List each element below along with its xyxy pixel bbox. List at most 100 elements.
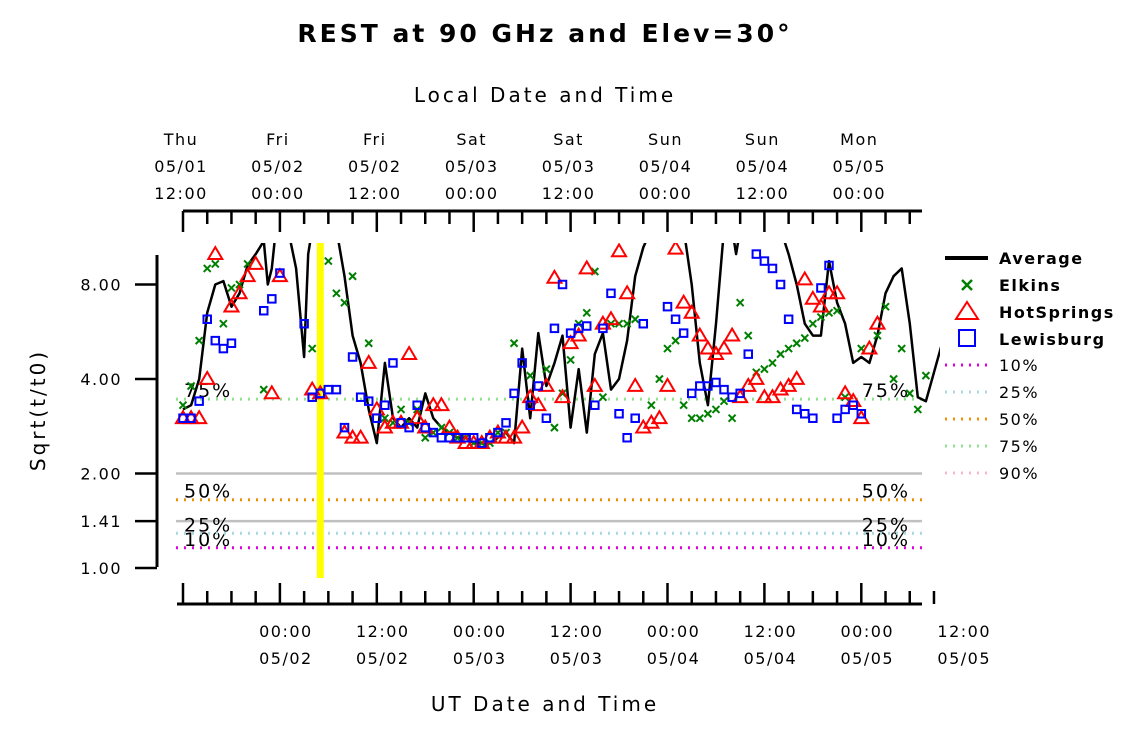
hotsprings-point [691,326,709,342]
lewisburg-point [670,314,681,325]
lewisburg-point [372,413,382,423]
legend-lewisburg-swatch [958,329,976,347]
hotsprings-point [699,339,717,355]
lewisburg-point [743,349,753,359]
hotsprings-point [715,339,733,355]
elkins-point [396,405,406,414]
hotsprings-point [610,243,628,258]
elkins-point [703,409,713,418]
top-tick-label: 05/01 [154,157,208,176]
elkins-point [622,319,632,328]
hotsprings-point [351,428,370,444]
elkins-point [695,414,705,423]
hotsprings-point [513,418,531,434]
y-tick-label: 2.00 [80,465,122,484]
hotsprings-point [271,267,289,283]
top-tick-label: 05/03 [542,157,596,176]
top-tick-label: 12:00 [154,184,208,203]
elkins-point [421,433,430,442]
y-axis-title: Sqrt(t/t0) [26,349,50,471]
lewisburg-point [501,418,511,428]
hotsprings-point [553,388,572,404]
top-tick-label: 12:00 [736,184,790,203]
top-tick-label: 05/02 [251,157,305,176]
legend-percentile-label: 50% [999,410,1039,429]
top-tick-label: 05/02 [348,157,402,176]
hotsprings-point [594,314,612,330]
lewisburg-point [363,396,374,406]
elkins-point [227,283,236,293]
lewisburg-point [582,321,592,331]
top-tick-label: Sat [553,130,584,149]
hotsprings-point [521,388,539,404]
lewisburg-point [622,432,632,443]
lewisburg-point [824,260,834,271]
lewisburg-point [380,400,390,410]
lewisburg-point [816,283,826,293]
lewisburg-point [525,400,535,410]
percentile-line-label-right: 50% [862,481,910,503]
elkins-point [784,344,793,353]
lewisburg-point [630,413,640,423]
lewisburg-point [695,381,705,391]
elkins-point [219,319,228,328]
elkins-point [630,315,640,324]
top-tick-label: 05/04 [639,157,693,176]
hotsprings-point [796,270,814,286]
hotsprings-point [747,370,766,385]
bottom-axis-tick-labels: 00:00 05/02 12:00 05/02 00:00 05/03 12:00 05/03… [259,622,989,668]
lewisburg-point [686,388,697,399]
lewisburg-point [711,377,721,388]
elkins-point [324,256,333,266]
bottom-tick-label: 05/02 [259,649,313,668]
current-time-marker [316,243,324,578]
lewisburg-point [541,413,552,423]
hotsprings-point [868,314,887,330]
lewisburg-point [210,335,221,346]
hotsprings-point [198,370,216,385]
top-tick-label: Thu [163,130,199,149]
hotsprings-point [400,345,418,361]
elkins-point [348,272,357,281]
y-tick-label: 8.00 [80,276,122,295]
lewisburg-point [517,358,527,368]
hotsprings-point [658,377,677,392]
hotsprings-point [779,377,798,392]
elkins-point [921,371,931,380]
lewisburg-point [194,396,204,406]
bottom-tick-label: 05/04 [744,649,798,668]
bottom-tick-label: 05/04 [647,649,701,668]
hotsprings-point [408,409,426,425]
hotsprings-point [602,310,620,326]
lewisburg-point [590,400,600,410]
bottom-tick-label: 05/05 [840,649,894,668]
lewisburg-point [428,427,439,438]
hotsprings-point [545,268,564,284]
legend-label: Lewisburg [999,330,1106,349]
top-tick-label: 00:00 [251,184,305,203]
elkins-point [873,331,882,340]
lewisburg-point [557,279,568,290]
hotsprings-point [206,245,225,260]
elkins-point [194,336,204,345]
top-tick-label: Sat [456,130,487,149]
hotsprings-point [860,339,879,355]
hotsprings-point [626,377,644,392]
hotsprings-point [804,289,822,305]
legend-elkins-swatch [961,279,973,291]
elkins-point [509,339,519,348]
lewisburg-point [275,268,285,278]
lewisburg-point [299,318,309,329]
lewisburg-point [606,288,616,299]
hotsprings-point [432,396,451,412]
top-tick-label: 12:00 [348,184,402,203]
lewisburg-point [436,432,447,443]
legend-percentile-label: 75% [999,437,1039,456]
hotsprings-point [359,353,378,369]
legend-label: Elkins [999,276,1061,295]
elkins-point [889,374,898,384]
lewisburg-point [404,422,414,433]
legend-percentile-label: 90% [999,464,1039,483]
elkins-point [566,355,575,365]
hotsprings-point [812,297,830,313]
